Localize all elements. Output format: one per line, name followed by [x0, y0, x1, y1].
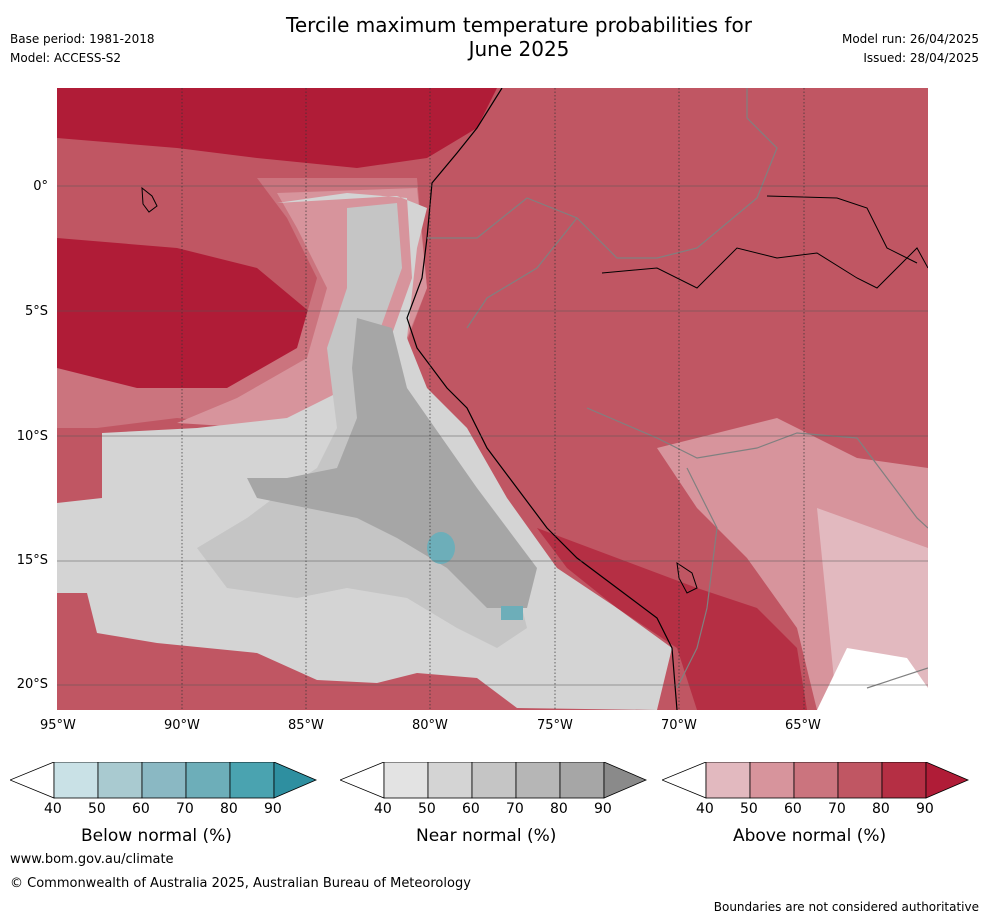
colorbar-tick: 50 [418, 801, 436, 817]
colorbar-swatch [662, 762, 707, 799]
graticule-meridians [181, 88, 805, 710]
colorbar-tick: 80 [220, 801, 238, 817]
colorbar-swatch [10, 762, 55, 799]
graticule [57, 185, 928, 686]
colorbar-swatch [559, 762, 605, 799]
colorbar-swatch [340, 762, 385, 799]
lon-label: 85°W [288, 718, 324, 733]
colorbar-swatch [97, 762, 143, 799]
river-line [766, 195, 918, 264]
colorbar-swatch [427, 762, 473, 799]
colorbar-swatch [229, 762, 275, 799]
lon-label: 80°W [412, 718, 448, 733]
region-below-normal-patch [427, 532, 455, 564]
map-title-line2: June 2025 [468, 37, 570, 61]
colorbar-swatch [471, 762, 517, 799]
copyright-text: © Commonwealth of Australia 2025, Austra… [10, 876, 471, 891]
colorbar-tick: 80 [550, 801, 568, 817]
colorbar-tick: 50 [88, 801, 106, 817]
map-title-line1: Tercile maximum temperature probabilitie… [286, 13, 752, 37]
region-near-normal-80 [247, 318, 537, 608]
colorbar-tick: 90 [594, 801, 612, 817]
colorbar-swatch [141, 762, 187, 799]
colorbar-swatch [185, 762, 231, 799]
colorbar-tick: 90 [264, 801, 282, 817]
border-line [586, 407, 928, 529]
coastline [406, 88, 678, 710]
colorbar-swatch [837, 762, 883, 799]
colorbar-tick: 60 [784, 801, 802, 817]
colorbar-swatch [881, 762, 927, 799]
lon-label: 90°W [164, 718, 200, 733]
model-run-text: Model run: 26/04/2025 [841, 32, 979, 46]
colorbar-above-normal [662, 762, 970, 799]
colorbar-title-below-normal: Below normal (%) [81, 826, 232, 846]
probability-map [57, 88, 928, 710]
region-above-90-north [57, 88, 497, 168]
lon-label: 95°W [40, 718, 76, 733]
lon-label: 65°W [785, 718, 821, 733]
colorbar-title-above-normal: Above normal (%) [733, 826, 887, 846]
colorbar-title-near-normal: Near normal (%) [416, 826, 557, 846]
lat-label: 0° [33, 179, 48, 194]
website-link[interactable]: www.bom.gov.au/climate [10, 852, 174, 867]
colorbar-tick: 80 [872, 801, 890, 817]
lon-label: 75°W [537, 718, 573, 733]
colorbar-swatch [793, 762, 839, 799]
colorbar-tick: 70 [506, 801, 524, 817]
lat-label: 5°S [24, 304, 48, 319]
colorbar-tick: 70 [828, 801, 846, 817]
region-white-southeast [817, 648, 928, 710]
colorbar-tick: 50 [740, 801, 758, 817]
colorbar-swatch [383, 762, 429, 799]
disclaimer-text: Boundaries are not considered authoritat… [713, 900, 979, 914]
colorbar-swatch [925, 762, 970, 799]
lat-label: 15°S [16, 553, 48, 568]
river-line [601, 247, 928, 289]
colorbar-tick: 70 [176, 801, 194, 817]
colorbar-below-normal [10, 762, 318, 799]
border-line [427, 88, 778, 259]
colorbar-tick: 40 [374, 801, 392, 817]
colorbar-swatch [705, 762, 751, 799]
base-period-text: Base period: 1981-2018 [10, 32, 155, 46]
lon-label: 70°W [661, 718, 697, 733]
colorbar-swatch [603, 762, 648, 799]
colorbar-swatch [515, 762, 561, 799]
colorbar-swatch [53, 762, 99, 799]
galapagos-islands [141, 186, 158, 213]
colorbar-swatch [749, 762, 795, 799]
colorbar-near-normal [340, 762, 648, 799]
region-above-80-coast [537, 528, 807, 710]
issued-text: Issued: 28/04/2025 [863, 51, 979, 65]
border-line [466, 217, 578, 329]
colorbar-tick: 40 [696, 801, 714, 817]
model-text: Model: ACCESS-S2 [10, 51, 122, 65]
colorbar-tick: 60 [132, 801, 150, 817]
colorbar-tick: 40 [44, 801, 62, 817]
lat-label: 20°S [16, 677, 48, 692]
colorbar-swatch [273, 762, 318, 799]
region-below-normal-patch [501, 606, 523, 620]
lat-label: 10°S [16, 429, 48, 444]
border-line [866, 667, 928, 689]
colorbar-tick: 90 [916, 801, 934, 817]
colorbar-tick: 60 [462, 801, 480, 817]
border-line [676, 467, 718, 689]
